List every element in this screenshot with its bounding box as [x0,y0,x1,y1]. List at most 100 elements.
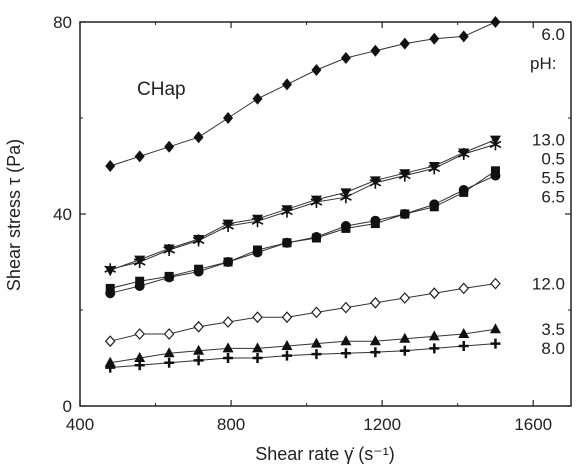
data-point [428,330,440,341]
series-6-0 [105,16,501,172]
data-point [164,272,175,283]
series-8-0 [105,338,501,373]
axis-ticks: 400 800 1200 1600 0 40 80 [53,13,571,434]
series-label: 6.0 [541,25,565,44]
data-point [193,234,205,245]
data-point [104,266,116,277]
data-point [105,160,116,172]
series-label: 0.5 [541,150,565,169]
data-point [490,170,501,181]
data-point [428,287,440,300]
y-tick-label: 40 [53,205,72,224]
data-point [340,221,351,231]
data-point [340,188,352,199]
data-point [134,328,145,340]
data-point [222,219,234,230]
data-point [163,347,175,358]
x-tick-label: 400 [66,415,94,434]
data-point [222,342,234,353]
y-axis-label: Shear stress τ (Pa) [4,139,24,291]
data-point [458,341,469,351]
data-point [429,199,440,210]
x-tick-label: 1600 [514,415,552,434]
series-0-5 [104,138,502,276]
data-point [311,349,322,360]
data-point [252,342,264,353]
legend-title: pH: [530,54,556,73]
data-point [134,150,145,163]
data-point [134,352,146,362]
data-point [134,360,145,371]
series-3-5 [104,323,501,367]
series-label: 8.0 [541,339,565,358]
data-point [340,335,352,346]
x-axis-label: Shear rate γ̇ (s⁻¹) [255,444,395,464]
y-tick-label: 0 [63,397,72,416]
series-label: 12.0 [532,275,565,294]
data-point [163,328,175,340]
y-tick-label: 80 [53,13,72,32]
data-point [490,277,501,290]
data-point [281,350,292,361]
data-point [104,356,116,367]
data-point [281,311,293,324]
data-point [399,209,410,219]
series-layer [104,16,502,373]
data-point [193,266,204,277]
data-point [281,78,292,91]
data-point [311,232,322,243]
data-point [193,355,204,366]
series-line [110,139,496,271]
data-point [399,332,411,343]
data-point [193,131,204,144]
data-point [340,348,351,359]
data-point [458,282,470,295]
data-point [311,64,322,76]
series-label: 6.5 [541,188,565,207]
data-point [458,328,470,338]
data-point [134,255,146,266]
data-point [369,335,381,346]
data-point [489,323,501,334]
data-point [222,316,234,328]
data-point [340,301,352,314]
data-point [370,44,381,57]
series-label: 3.5 [541,320,565,339]
data-point [104,335,116,348]
data-point [399,292,411,304]
data-point [105,362,116,373]
data-point [458,185,469,195]
x-tick-label: 1200 [363,415,401,434]
data-point [252,247,263,258]
x-tick-label: 800 [217,415,245,434]
data-point [223,353,234,363]
data-point [428,162,440,172]
series-6-5 [105,170,501,299]
series-line [110,328,496,364]
series-labels: 6.0 13.00.55.56.5 12.0 3.58.0 [532,25,565,358]
data-point [370,215,381,226]
series-line [110,170,496,289]
data-point [399,345,410,356]
data-point [370,347,381,358]
series-line [110,143,496,270]
series-label: 5.5 [541,169,565,188]
data-point [163,244,175,255]
series-line [110,21,496,167]
data-point [134,281,145,291]
data-point [310,337,322,348]
series-13-0 [104,135,501,277]
series-line [110,283,496,342]
data-point [399,169,411,180]
data-point [490,16,501,28]
data-point [193,320,204,333]
data-point [252,92,263,105]
data-point [458,30,469,43]
data-point [429,32,440,45]
data-point [223,112,234,124]
data-point [311,306,322,319]
data-point [340,52,351,64]
data-point [252,214,264,225]
data-point [223,257,234,267]
